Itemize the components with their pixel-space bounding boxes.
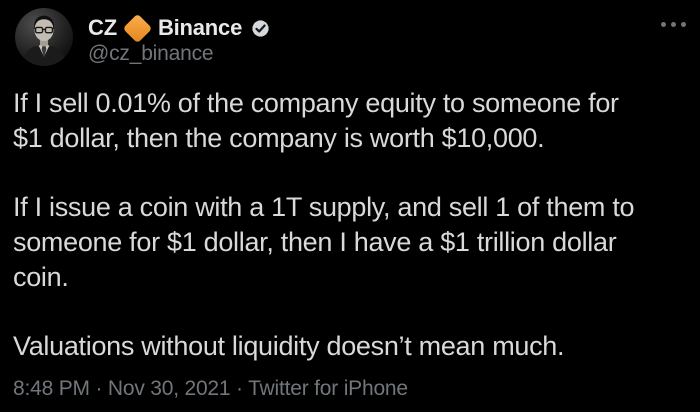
- more-icon: [671, 22, 676, 27]
- avatar[interactable]: [15, 8, 73, 66]
- more-button[interactable]: [657, 18, 690, 31]
- author-name-primary[interactable]: CZ: [88, 15, 117, 40]
- tweet-paragraph: If I sell 0.01% of the company equity to…: [13, 88, 619, 153]
- author-identity: CZ Binance @cz_binance: [88, 8, 272, 66]
- cz-portrait-icon: [15, 8, 73, 66]
- tweet-paragraph: Valuations without liquidity doesn’t mea…: [13, 331, 565, 361]
- more-icon: [661, 22, 666, 27]
- orange-diamond-icon: [122, 13, 153, 43]
- author-name-row: CZ Binance: [88, 13, 272, 43]
- tweet-paragraph: If I issue a coin with a 1T supply, and …: [13, 192, 635, 292]
- tweet-header: CZ Binance @cz_binance: [0, 0, 700, 66]
- verified-badge-icon: [249, 17, 272, 40]
- author-name-secondary[interactable]: Binance: [157, 15, 243, 40]
- tweet-text: If I sell 0.01% of the company equity to…: [0, 66, 700, 364]
- more-icon: [681, 22, 686, 27]
- tweet-timestamp: 8:48 PM · Nov 30, 2021 · Twitter for iPh…: [13, 377, 408, 400]
- author-handle[interactable]: @cz_binance: [88, 42, 214, 65]
